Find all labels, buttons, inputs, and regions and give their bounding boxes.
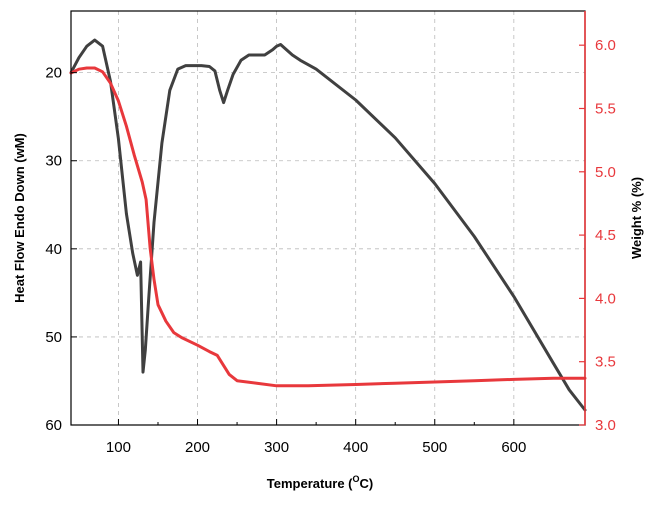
x-tick-label: 500 [422,439,447,456]
x-axis-title: Temperature (OC) [267,474,373,491]
series-layer [69,38,587,412]
y-right-tick-label: 6.0 [595,37,616,54]
y-right-tick-label: 5.0 [595,164,616,181]
y-right-tick-label: 3.0 [595,417,616,434]
right-y-axis-title: Weight % (%) [629,177,644,259]
right-y-axis: 3.0 3.5 4.0 4.5 5.0 5.5 6.0 [579,37,616,434]
x-axis: 100 200 300 400 500 600 [106,419,526,456]
x-tick-label: 600 [501,439,526,456]
y-left-tick-label: 20 [45,65,62,82]
x-tick-label: 100 [106,439,131,456]
x-tick-label: 300 [264,439,289,456]
heat-flow-series [69,38,587,412]
y-right-tick-label: 3.5 [595,354,616,371]
left-y-axis: 20 30 40 50 60 [45,65,77,434]
y-right-tick-label: 4.5 [595,227,616,244]
y-left-tick-label: 40 [45,241,62,258]
left-y-axis-title: Heat Flow Endo Down (wM) [12,133,27,303]
y-right-tick-label: 4.0 [595,290,616,307]
y-left-tick-label: 30 [45,153,62,170]
x-tick-label: 200 [185,439,210,456]
x-tick-label: 400 [343,439,368,456]
y-left-tick-label: 60 [45,417,62,434]
y-right-tick-label: 5.5 [595,100,616,117]
y-left-tick-label: 50 [45,329,62,346]
weight-percent-series [69,66,587,388]
gridlines [71,11,585,425]
